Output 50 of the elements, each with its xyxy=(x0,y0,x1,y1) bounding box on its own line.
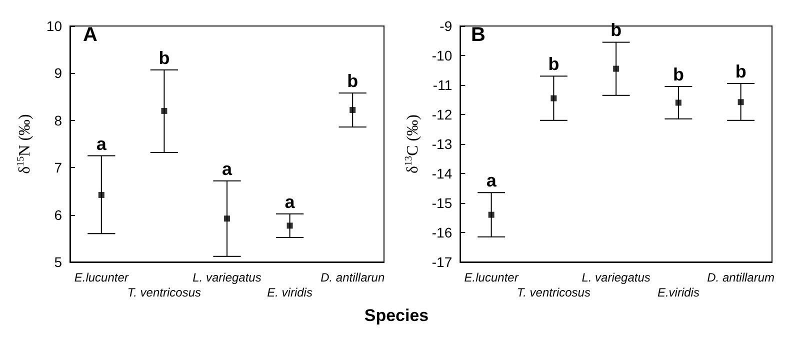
x-tick-label: E. viridis xyxy=(267,286,312,300)
point xyxy=(350,107,356,114)
chart-title: A xyxy=(83,24,98,46)
x-tick-label: D. antillarun xyxy=(320,270,385,284)
point xyxy=(613,66,620,72)
annotation: a xyxy=(486,170,498,191)
annotation: b xyxy=(158,48,170,68)
x-tick-label: T. ventricosus xyxy=(516,286,590,300)
y-tick-label: 8 xyxy=(54,112,62,128)
y-axis-title: δ15N (‰) xyxy=(16,114,34,174)
point xyxy=(738,99,744,106)
y-tick-label: -13 xyxy=(432,136,452,152)
y-tick-label: -17 xyxy=(432,254,452,270)
y-tick-label: 9 xyxy=(54,65,62,82)
y-tick-label: -9 xyxy=(440,18,452,34)
x-tick-label: T. ventricosus xyxy=(127,286,201,300)
y-axis-title: δ13C (‰) xyxy=(404,114,422,174)
x-axis-title: Species xyxy=(363,306,430,326)
y-tick-label: -15 xyxy=(432,195,452,211)
annotation: b xyxy=(347,71,358,92)
point xyxy=(98,192,104,198)
annotation: b xyxy=(735,62,746,82)
y-tick-label: -12 xyxy=(432,106,452,122)
y-tick-label: -11 xyxy=(432,77,452,93)
x-tick-label: D. antillarum xyxy=(707,270,774,284)
point xyxy=(224,216,230,222)
annotation: a xyxy=(284,192,296,212)
point xyxy=(675,100,682,106)
point xyxy=(550,95,557,102)
point xyxy=(161,108,168,114)
x-tick-label: E.viridis xyxy=(657,286,700,300)
y-tick-label: -10 xyxy=(432,48,452,64)
y-tick-label: -14 xyxy=(432,166,452,182)
chart-title: B xyxy=(471,24,486,46)
y-tick-label: 6 xyxy=(54,206,62,223)
x-tick-label: L. variegatus xyxy=(582,270,650,284)
y-tick-label: 7 xyxy=(54,160,62,176)
y-tick-label: -16 xyxy=(432,224,452,240)
y-tick-label: 10 xyxy=(46,18,62,34)
x-tick-label: L. variegatus xyxy=(192,270,262,284)
point xyxy=(286,222,293,229)
annotation: b xyxy=(672,64,684,84)
x-tick-label: E.lucunter xyxy=(74,270,130,284)
x-tick-label: E.lucunter xyxy=(464,270,520,284)
annotation: b xyxy=(610,20,622,40)
annotation: a xyxy=(222,158,233,179)
annotation: b xyxy=(548,54,560,74)
annotation: a xyxy=(96,134,108,154)
point xyxy=(488,212,494,218)
y-tick-label: 5 xyxy=(54,254,62,270)
